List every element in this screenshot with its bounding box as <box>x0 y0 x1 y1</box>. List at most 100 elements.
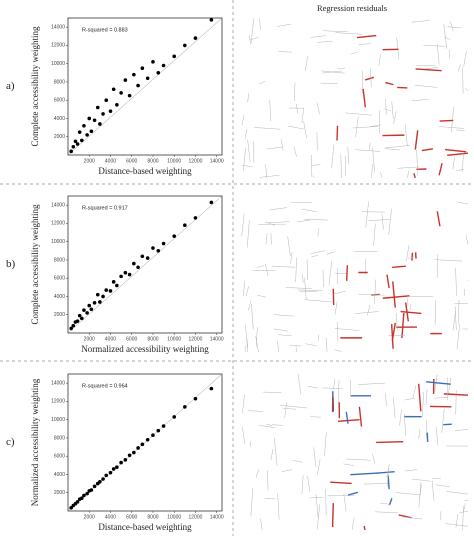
x-tick-label: 8000 <box>147 514 158 520</box>
street <box>388 498 393 506</box>
point <box>161 424 166 428</box>
street <box>458 299 460 325</box>
street <box>404 398 415 401</box>
street <box>455 268 457 296</box>
point <box>85 311 89 315</box>
x-tick-label: 14000 <box>210 158 224 164</box>
point <box>119 91 123 95</box>
point <box>89 488 94 492</box>
point <box>75 142 80 146</box>
street <box>301 475 304 495</box>
street <box>336 125 339 141</box>
street <box>404 413 407 437</box>
street <box>297 289 323 291</box>
x-tick-label: 14000 <box>210 336 224 342</box>
street <box>310 416 321 418</box>
street <box>445 148 467 153</box>
street <box>358 382 386 385</box>
street <box>447 152 469 157</box>
street <box>446 491 469 495</box>
fit-line <box>67 195 223 334</box>
street <box>397 166 420 169</box>
annotation: R-squared = 0.964 <box>82 383 128 389</box>
street <box>351 517 355 531</box>
point <box>69 326 73 331</box>
street <box>445 523 469 527</box>
street <box>368 219 390 221</box>
point <box>115 102 119 107</box>
street <box>405 245 410 262</box>
street <box>372 147 375 173</box>
point <box>132 261 136 266</box>
street <box>303 121 307 139</box>
y-axis-label: Complete accessibility weighting <box>30 204 40 324</box>
point <box>161 241 166 246</box>
street <box>333 290 346 295</box>
point <box>136 446 140 450</box>
y-tick-label: 8000 <box>54 435 65 441</box>
point <box>145 256 150 260</box>
street <box>250 441 252 448</box>
street <box>412 478 431 482</box>
point <box>119 460 123 465</box>
street <box>278 51 292 53</box>
street <box>307 386 318 389</box>
street <box>350 51 358 55</box>
street <box>425 67 439 70</box>
point <box>92 301 97 305</box>
street <box>395 492 420 496</box>
point <box>92 118 97 123</box>
point <box>77 130 82 134</box>
y-tick-label: 10000 <box>51 417 65 423</box>
point <box>115 465 119 469</box>
point <box>80 138 84 143</box>
point <box>209 386 214 391</box>
street <box>431 480 435 501</box>
point <box>69 149 73 154</box>
plot-frame <box>67 195 223 334</box>
fit-line <box>67 373 223 512</box>
street <box>386 463 390 487</box>
street <box>304 55 308 72</box>
point <box>123 270 128 275</box>
street <box>393 111 397 124</box>
street <box>325 337 328 353</box>
street <box>248 300 252 311</box>
street <box>295 257 297 283</box>
street <box>388 208 392 235</box>
street <box>242 280 246 297</box>
street <box>436 427 438 446</box>
street <box>325 488 327 516</box>
street <box>290 201 312 204</box>
street <box>443 393 469 396</box>
point <box>98 122 102 126</box>
street <box>354 311 379 314</box>
y-tick-label: 2000 <box>54 312 65 318</box>
street <box>457 201 469 205</box>
x-tick-label: 6000 <box>126 514 137 520</box>
x-tick-label: 12000 <box>188 336 202 342</box>
point <box>151 433 155 437</box>
y-tick-label: 2000 <box>54 490 65 496</box>
point <box>136 83 140 88</box>
street <box>292 460 303 463</box>
street <box>267 222 275 226</box>
street <box>400 310 422 315</box>
street <box>315 494 319 519</box>
point <box>89 129 94 134</box>
street <box>390 323 394 349</box>
street <box>352 126 379 129</box>
street <box>439 119 454 122</box>
point <box>85 491 89 496</box>
street <box>398 514 412 519</box>
street <box>382 295 410 299</box>
plot-frame <box>67 373 223 512</box>
street <box>392 281 396 308</box>
street <box>322 30 349 33</box>
street <box>266 423 273 427</box>
street <box>316 504 321 530</box>
street <box>326 251 335 255</box>
street <box>267 146 283 150</box>
street <box>346 458 371 461</box>
